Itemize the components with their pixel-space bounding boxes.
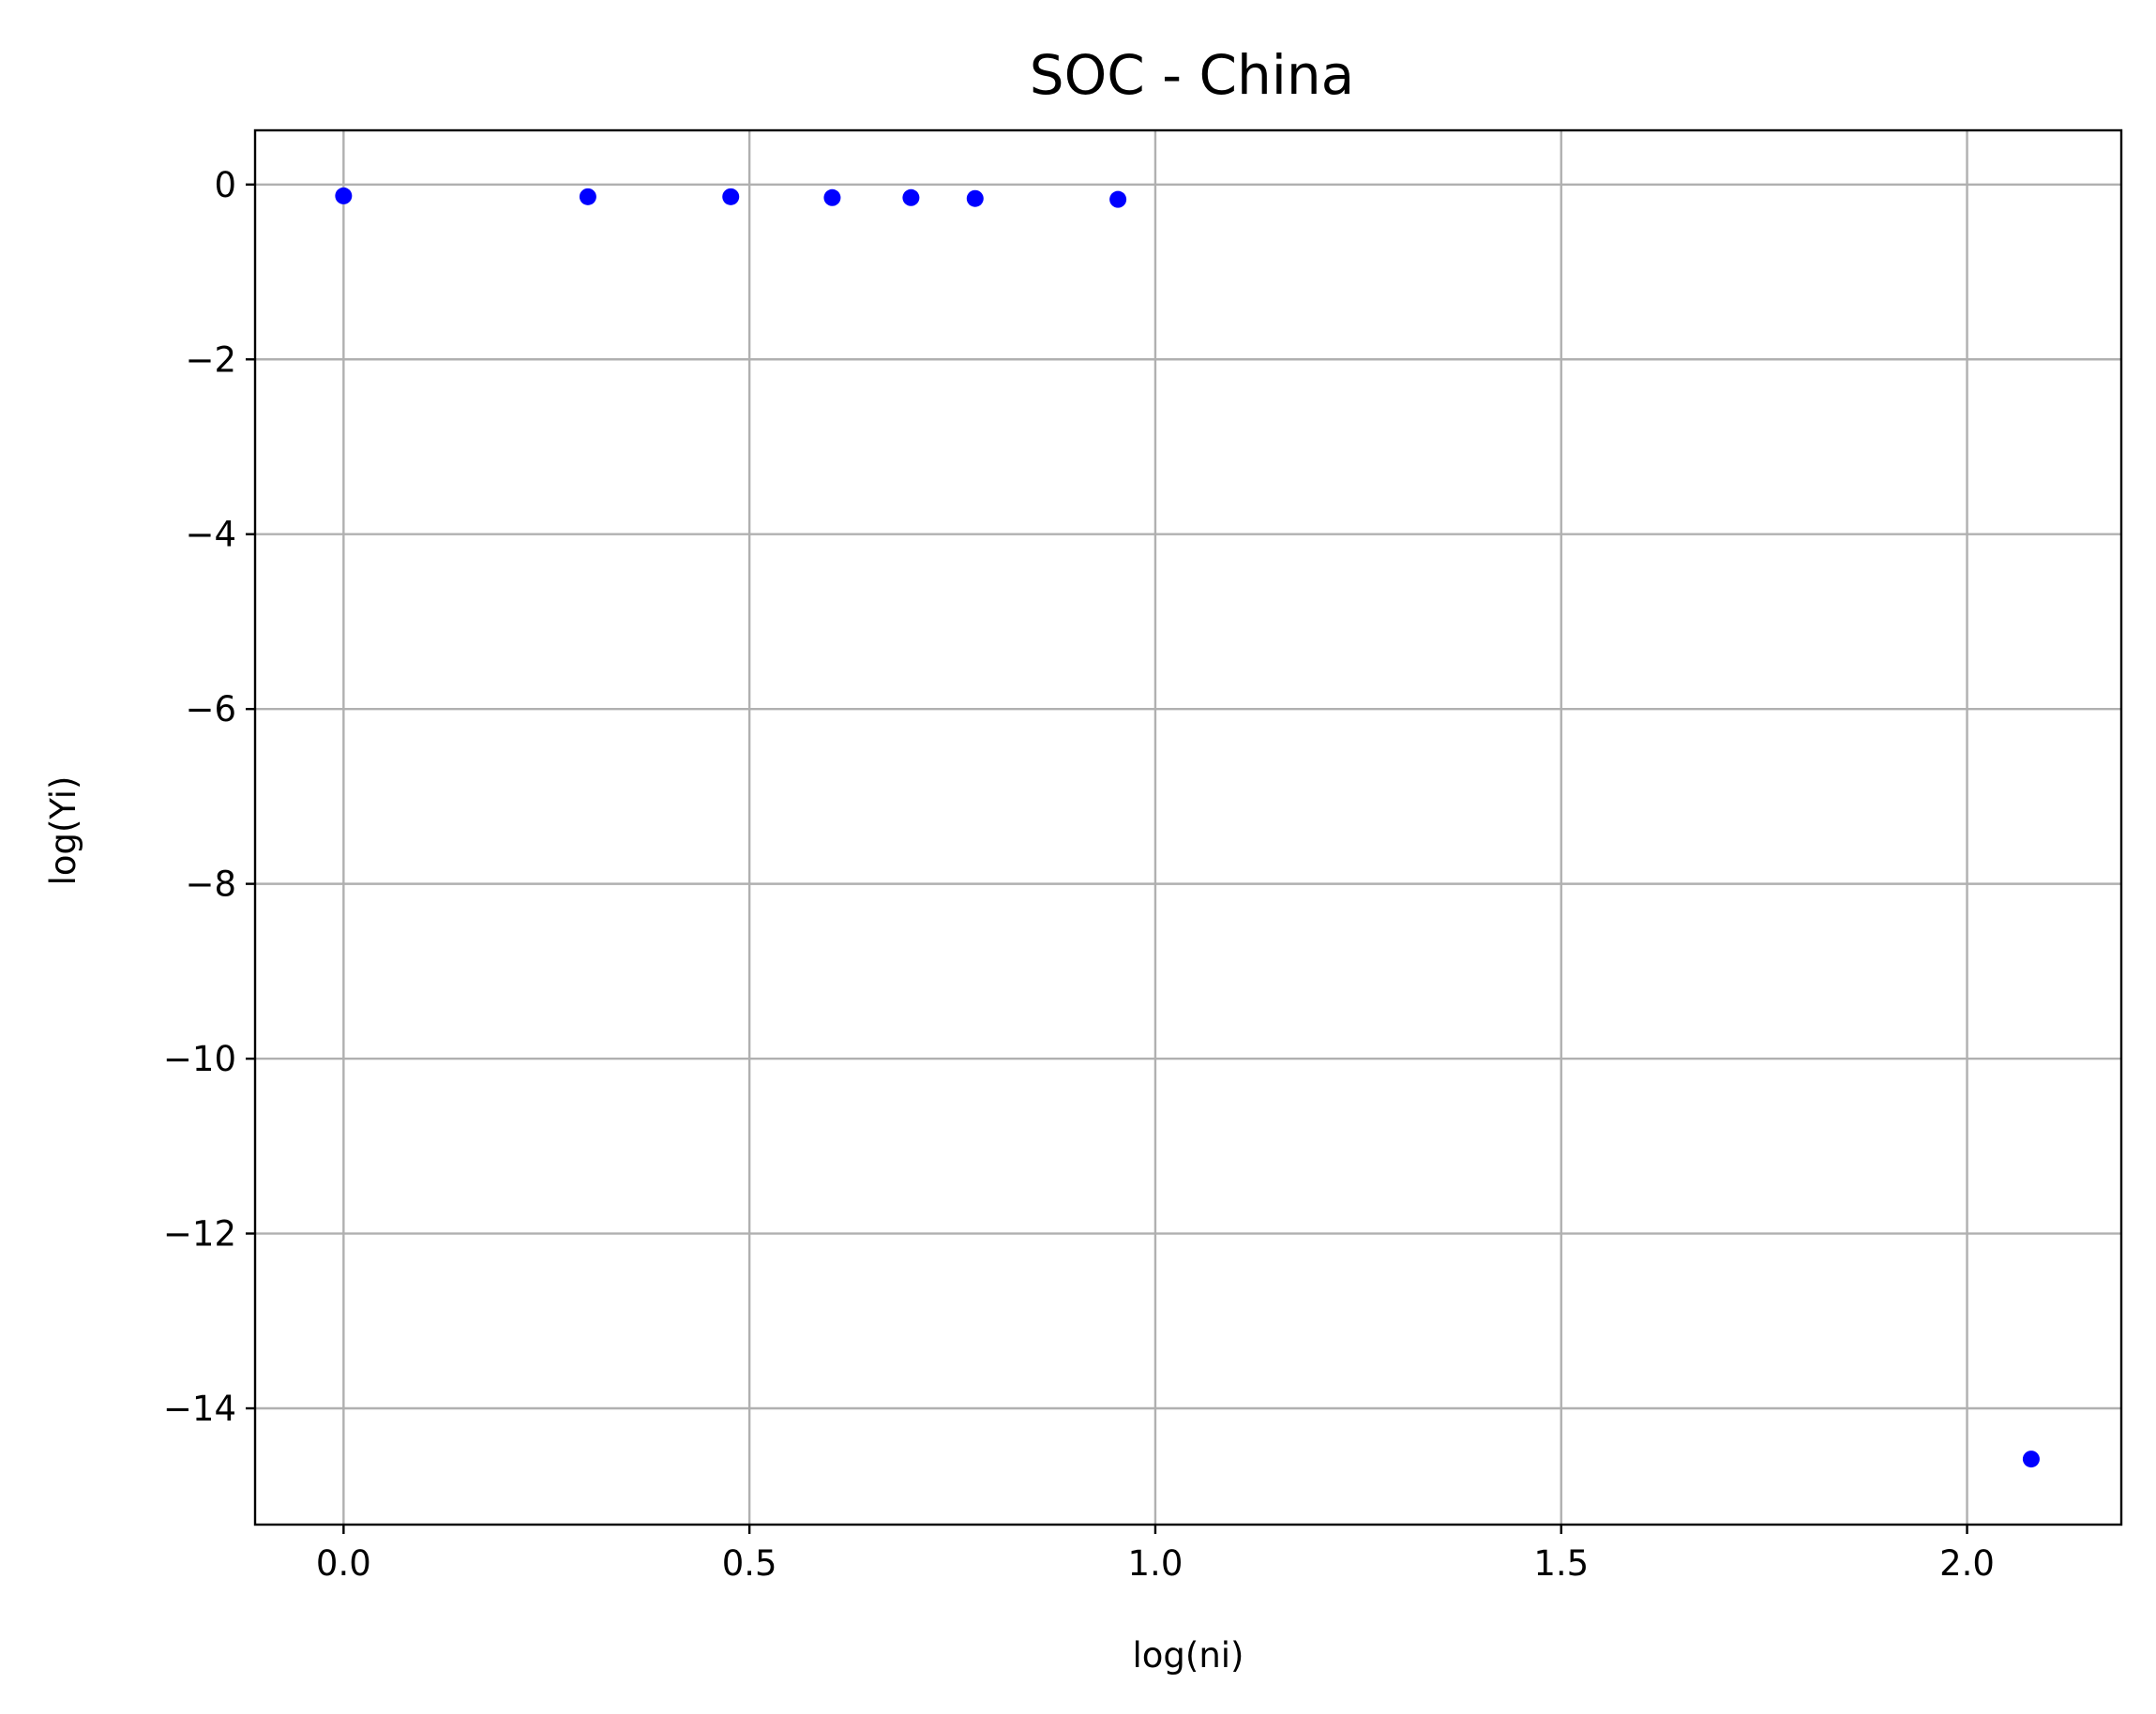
- y-axis-label: log(Yi): [43, 776, 83, 886]
- data-points: [335, 187, 2040, 1468]
- grid: [255, 130, 2121, 1525]
- data-point: [2022, 1451, 2040, 1468]
- data-point: [335, 187, 353, 204]
- y-tick-label: −8: [185, 865, 236, 905]
- y-tick-label: −6: [185, 689, 236, 729]
- x-tick-label: 0.5: [722, 1543, 777, 1584]
- data-point: [902, 188, 920, 206]
- y-tick-label: −14: [163, 1389, 236, 1429]
- chart-title: SOC - China: [1030, 43, 1354, 107]
- x-tick-label: 1.0: [1128, 1543, 1184, 1584]
- data-point: [1109, 190, 1127, 208]
- plot-frame: [253, 128, 2123, 1526]
- x-tick-label: 0.0: [316, 1543, 371, 1584]
- data-point: [722, 188, 740, 205]
- data-point: [966, 189, 984, 207]
- data-point: [579, 188, 596, 205]
- y-tick-label: −4: [185, 515, 236, 555]
- x-axis-label: log(ni): [1132, 1635, 1244, 1676]
- axis-ticks: 0.0 0.5 1.0 1.5 2.0 0 −2 −4 −6 −8 −10 −12 −14: [163, 165, 1995, 1584]
- y-tick-label: −2: [185, 339, 236, 380]
- x-tick-label: 2.0: [1939, 1543, 1995, 1584]
- x-tick-label: 1.5: [1533, 1543, 1589, 1584]
- y-tick-label: 0: [214, 165, 236, 205]
- y-tick-label: −10: [163, 1039, 236, 1079]
- y-tick-label: −12: [163, 1214, 236, 1255]
- data-point: [823, 188, 841, 206]
